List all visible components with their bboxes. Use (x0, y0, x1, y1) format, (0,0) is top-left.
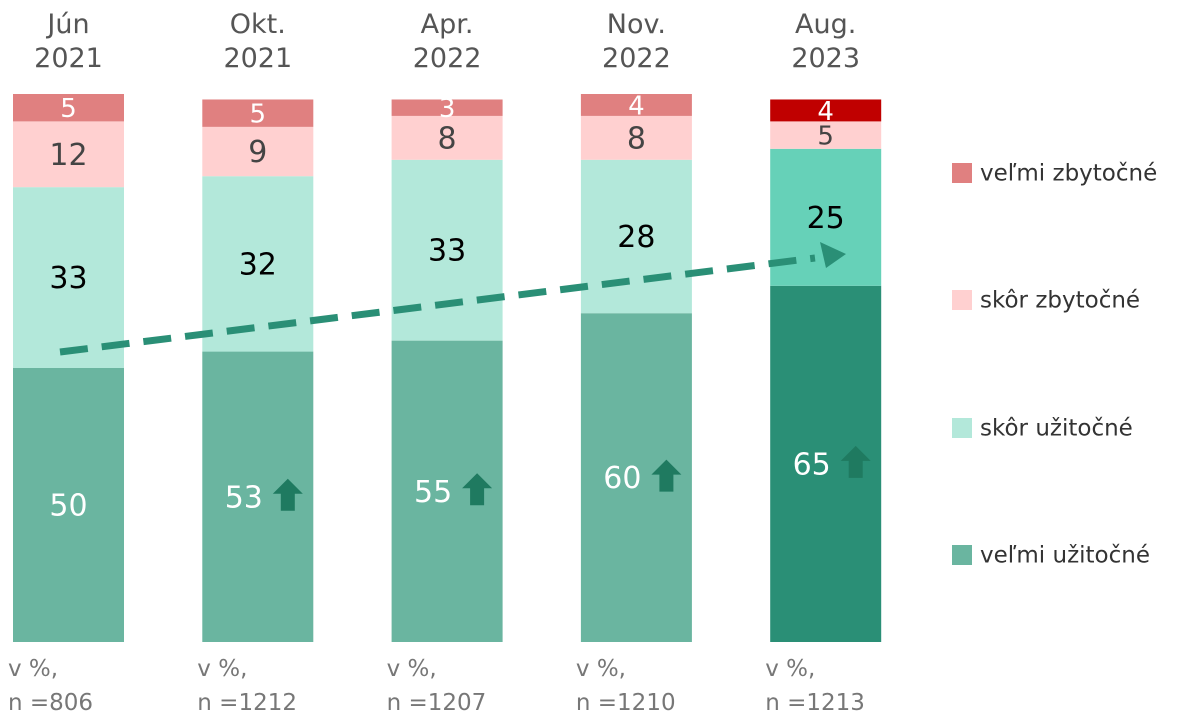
data-label: 55 (414, 475, 452, 510)
data-label: 25 (807, 201, 845, 236)
data-label: 50 (49, 489, 87, 524)
sample-note: v %, n =1213 (765, 656, 865, 716)
data-label: 5 (250, 100, 267, 130)
bar-segment (580, 115, 692, 160)
increase-arrow (840, 445, 871, 478)
data-label: 5 (60, 94, 77, 124)
data-label: 33 (49, 261, 87, 296)
x-tick-label: Jún 2021 (34, 9, 103, 74)
data-label: 4 (817, 97, 834, 127)
legend-label: skôr užitočné (980, 416, 1133, 442)
data-label: 8 (627, 121, 646, 156)
bar-segment (391, 115, 503, 160)
x-tick-label: Aug. 2023 (791, 9, 861, 74)
legend-swatch (952, 163, 972, 183)
bar-segment (202, 99, 314, 127)
legend-swatch (952, 290, 972, 310)
increase-arrow (462, 473, 493, 506)
data-label: 4 (628, 91, 645, 121)
increase-arrow (651, 459, 682, 492)
data-label: 28 (617, 220, 655, 255)
data-label: 33 (428, 234, 466, 269)
data-label: 32 (239, 247, 277, 282)
trend-arrowhead (820, 242, 846, 268)
x-tick-label: Apr. 2022 (412, 9, 482, 74)
data-label: 53 (225, 480, 263, 515)
sample-note: v %, n =1212 (197, 656, 297, 716)
sample-note: v %, n =1210 (575, 656, 676, 716)
bar-segment (580, 159, 692, 314)
bar-segment (13, 121, 124, 188)
bar-segment (202, 126, 314, 177)
bar-segment (391, 99, 503, 116)
bar-segment (770, 99, 882, 122)
data-label: 5 (817, 122, 834, 152)
data-label: 8 (438, 121, 457, 156)
data-label: 9 (248, 135, 267, 170)
bar-segment (13, 94, 124, 122)
sample-note: v %, n =1207 (386, 656, 487, 716)
data-label: 12 (49, 138, 87, 173)
increase-arrow (272, 478, 303, 511)
bar-segment (13, 187, 124, 368)
legend-swatch (952, 418, 972, 438)
x-tick-label: Nov. 2022 (602, 9, 671, 74)
data-label: 3 (439, 94, 456, 124)
data-label: 65 (793, 447, 831, 482)
trend-line (59, 254, 816, 356)
legend-label: skôr zbytočné (980, 288, 1140, 314)
bar-segment (580, 94, 692, 116)
legend-swatch (952, 545, 972, 565)
legend-label: veľmi užitočné (980, 543, 1150, 569)
legend-label: veľmi zbytočné (980, 161, 1157, 187)
sample-note: v %, n =806 (8, 656, 94, 716)
bar-segment (770, 121, 882, 149)
x-tick-label: Okt. 2021 (223, 9, 293, 74)
bar-segment (13, 368, 124, 642)
data-label: 60 (603, 461, 641, 496)
